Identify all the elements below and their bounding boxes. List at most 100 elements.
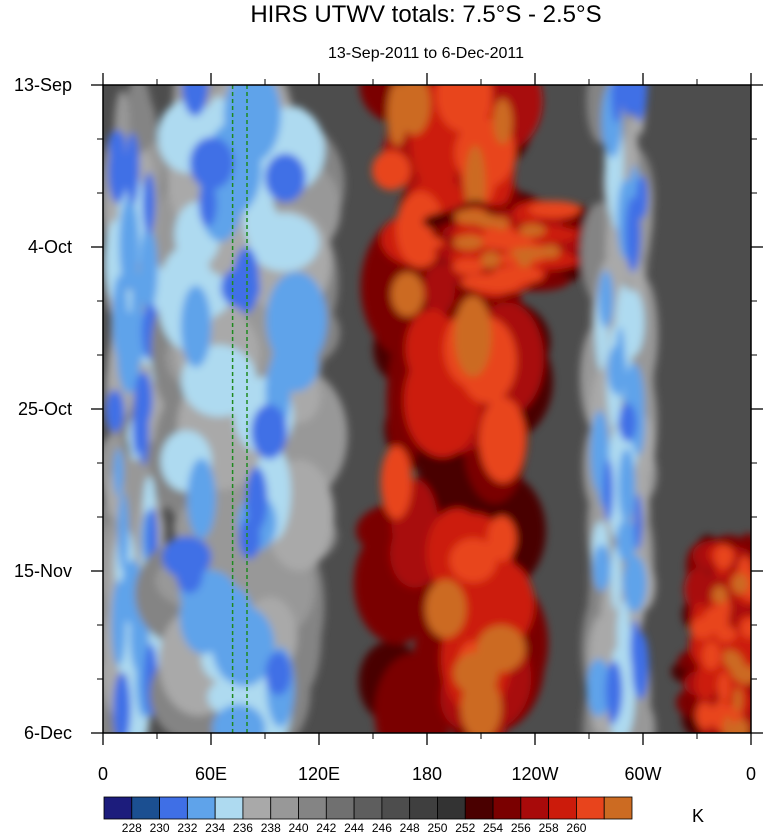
x-tick-label: 120W (511, 764, 558, 784)
y-tick-label: 15-Nov (14, 561, 72, 581)
field-cell (449, 538, 497, 583)
field-cell (187, 458, 216, 539)
colorbar-label: 254 (483, 821, 503, 834)
field-cell (717, 672, 730, 703)
y-axis: 13-Sep 4-Oct 25-Oct 15-Nov 6-Dec (14, 75, 763, 743)
colorbar-unit: K (692, 806, 704, 826)
field-cell (476, 625, 526, 672)
colorbar-label: 248 (400, 821, 420, 834)
x-tick-label: 180 (412, 764, 442, 784)
colorbar-label: 258 (539, 821, 559, 834)
x-tick-label: 60W (624, 764, 661, 784)
colorbar: 228 230 232 234 236 238 240 242 244 246 248 250 252 2… (103, 796, 704, 835)
y-tick-label: 4-Oct (28, 237, 72, 257)
colorbar-swatch (214, 796, 244, 820)
field-cell (142, 172, 156, 235)
colorbar-label: 244 (344, 821, 364, 834)
field-cell (212, 704, 266, 733)
field-cell (528, 201, 582, 218)
colorbar-swatch (298, 796, 327, 820)
field-cell (387, 85, 408, 146)
field-cell (738, 662, 747, 680)
field-cell (112, 274, 129, 360)
colorbar-swatch (464, 796, 494, 820)
field-cell (740, 618, 751, 639)
colorbar-label: 246 (372, 821, 392, 834)
field-cell (371, 150, 411, 191)
field-cell (245, 466, 268, 531)
field-cell (108, 130, 126, 162)
plot-area (103, 85, 751, 733)
field-cell (625, 196, 641, 273)
field-cell (139, 227, 158, 312)
field-cell (113, 448, 124, 497)
field-cell (714, 544, 734, 569)
y-tick-label: 25-Oct (18, 399, 72, 419)
field-cell (690, 617, 716, 640)
field-cell (480, 251, 501, 269)
field-cell (732, 719, 750, 733)
chart-subtitle: 13-Sep-2011 to 6-Dec-2011 (328, 45, 524, 62)
colorbar-swatch (325, 796, 355, 820)
x-tick-label: 0 (98, 764, 108, 784)
colorbar-swatch (409, 796, 438, 820)
field-cell (176, 554, 203, 594)
colorbar-swatch (437, 796, 466, 820)
colorbar-label: 252 (455, 821, 475, 834)
field-cell (510, 247, 551, 259)
colorbar-swatch (186, 796, 216, 820)
field-cell (519, 223, 546, 237)
colorbar-label: 238 (261, 821, 281, 834)
field-cell (702, 641, 721, 670)
colorbar-swatch (603, 796, 633, 820)
reference-lines (231, 85, 248, 733)
chart-title: HIRS UTWV totals: 7.5°S - 2.5°S (250, 1, 601, 28)
colorbar-swatch (520, 796, 550, 820)
field-cell (425, 579, 467, 638)
field-cell (132, 398, 141, 457)
field-cell (695, 670, 716, 700)
field-cell (248, 213, 320, 272)
field-cell (712, 585, 728, 604)
colorbar-swatch (576, 796, 605, 820)
colorbar-label: 236 (233, 821, 253, 834)
field-cell (452, 258, 485, 275)
field-cell (479, 397, 527, 483)
field-cell (266, 271, 327, 369)
colorbar-label: 260 (566, 821, 586, 834)
field-cell (117, 492, 129, 571)
x-tick-label: 120E (298, 764, 340, 784)
field-blobs (103, 85, 751, 733)
field-cell (391, 272, 424, 317)
field-cell (630, 620, 641, 674)
field-cell (610, 546, 622, 611)
field-cell (478, 231, 526, 250)
field-cell (586, 658, 612, 717)
field-cell (131, 270, 143, 356)
field-cell (182, 85, 209, 117)
field-cell (487, 515, 517, 562)
y-tick-label: 6-Dec (24, 723, 72, 743)
field-cell (380, 445, 412, 520)
field-cell (636, 175, 648, 219)
field-cell (723, 649, 732, 667)
field-cell (611, 85, 623, 123)
field-cell (598, 270, 614, 328)
colorbar-label: 228 (122, 821, 142, 834)
field-cell (461, 676, 502, 733)
colorbar-label: 242 (316, 821, 336, 834)
colorbar-swatch (131, 796, 160, 820)
field-cell (605, 660, 623, 721)
field-cell (684, 568, 712, 612)
colorbar-label: 240 (289, 821, 309, 834)
x-tick-label: 0 (746, 764, 756, 784)
field-cell (731, 573, 749, 595)
field-cell (189, 137, 234, 190)
field-cell (105, 389, 125, 433)
field-cell (493, 98, 513, 145)
field-cell (633, 493, 643, 551)
colorbar-swatch (381, 796, 411, 820)
field-cell (603, 459, 614, 522)
field-cell (233, 247, 260, 314)
field-cell (198, 181, 217, 227)
